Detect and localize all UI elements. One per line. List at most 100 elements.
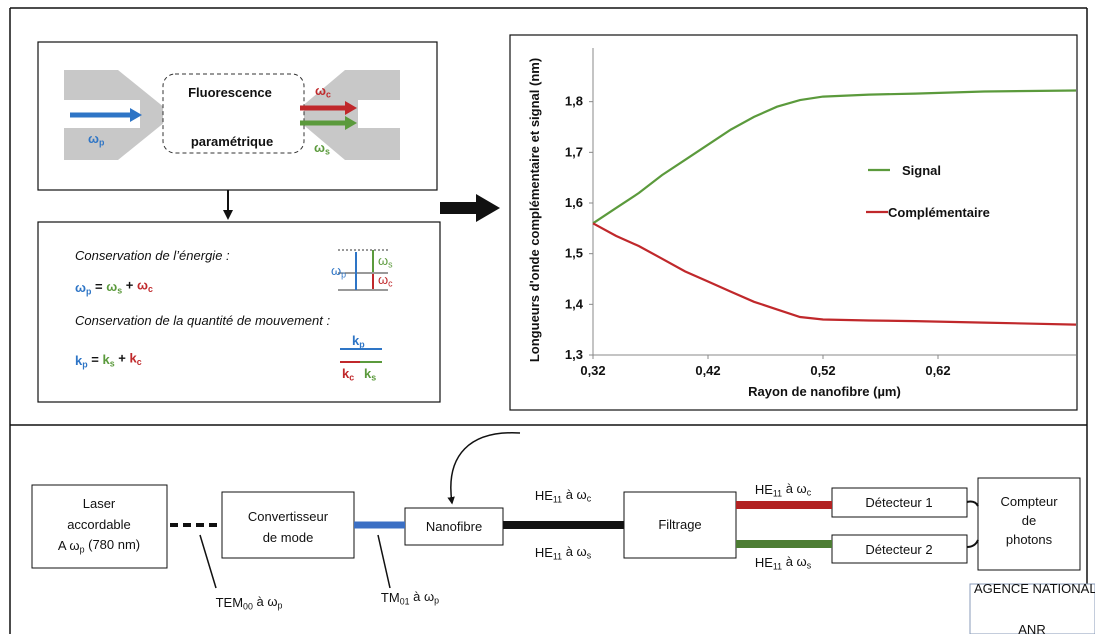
fluo-region: [162, 73, 305, 154]
logo-caption: AGENCE NATIONALE DE LA RECHERCHE: [974, 581, 1095, 596]
subscript: s: [117, 285, 122, 295]
subscript: s: [110, 358, 115, 368]
subscript: p: [277, 600, 282, 610]
signal-label: ωs: [314, 140, 330, 157]
text-part: k: [129, 351, 137, 366]
box: [31, 484, 168, 569]
mode-label: TEM00 à ωp: [216, 594, 283, 612]
text-part: ω: [315, 83, 326, 98]
box-label: Filtrage: [658, 517, 701, 532]
subscript: 11: [773, 489, 782, 499]
box-label: de: [1022, 513, 1036, 528]
box-label: photons: [1006, 532, 1053, 547]
box-label: accordable: [67, 517, 131, 532]
box: [404, 507, 504, 546]
section-title: Conservation de l’énergie :: [75, 248, 230, 263]
x-tick-label: 0,62: [925, 363, 950, 378]
text-part: ω: [378, 272, 388, 287]
legend-label: Signal: [902, 163, 941, 178]
idler-arrow: [345, 101, 357, 115]
subscript: s: [388, 260, 393, 270]
pointer: [199, 534, 217, 589]
text-part: à ω: [562, 487, 587, 502]
y-tick-label: 1,5: [565, 246, 583, 261]
box-label: Compteur: [1000, 494, 1058, 509]
equation: kp = ks + kc: [75, 351, 142, 370]
logo-name: ANR: [1018, 622, 1045, 634]
subscript: c: [326, 90, 331, 100]
vector-label: kc: [342, 366, 354, 383]
subscript: c: [807, 487, 812, 497]
vector-label: kp: [352, 333, 365, 350]
subscript: 00: [243, 602, 253, 612]
equation: ωp = ωs + ωc: [75, 278, 153, 297]
box: [831, 534, 968, 564]
subscript: p: [359, 340, 365, 350]
vector-label: ks: [364, 366, 376, 383]
text-part: ω: [314, 140, 325, 155]
box-label: Nanofibre: [426, 519, 482, 534]
box-label: A ωp (780 nm): [58, 537, 140, 555]
box: [221, 491, 355, 559]
y-tick-label: 1,8: [565, 94, 583, 109]
text-part: k: [352, 333, 360, 348]
subscript: c: [388, 279, 393, 289]
text-part: HE: [755, 555, 773, 570]
text-part: =: [91, 279, 106, 294]
y-tick-label: 1,3: [565, 347, 583, 362]
box-label: de mode: [263, 530, 314, 545]
subscript: s: [587, 550, 592, 560]
subscript: p: [99, 138, 105, 148]
subscript: c: [148, 284, 153, 294]
text-part: A ω: [58, 538, 80, 553]
subscript: p: [86, 287, 92, 297]
text-part: à ω: [410, 589, 435, 604]
chart-box: [509, 34, 1078, 411]
big-arrow: [440, 194, 500, 222]
subscript: p: [341, 270, 346, 280]
subscript: s: [371, 373, 376, 383]
text-part: HE: [535, 545, 553, 560]
text-part: TEM: [216, 595, 243, 610]
subscript: p: [434, 595, 439, 605]
x-tick-label: 0,32: [580, 363, 605, 378]
box: [831, 487, 968, 518]
text-part: k: [75, 353, 83, 368]
y-axis-title: Longueurs d'onde complémentaire et signa…: [527, 58, 542, 362]
text-part: à ω: [782, 481, 807, 496]
subscript: c: [587, 493, 592, 503]
subscript: s: [807, 560, 812, 570]
text-part: (780 nm): [85, 537, 141, 552]
legend-label: Complémentaire: [888, 205, 990, 220]
subscript: 01: [400, 597, 410, 607]
text-part: ω: [88, 131, 99, 146]
subscript: s: [325, 147, 330, 157]
mode-label: TM01 à ωp: [381, 589, 439, 607]
text-part: à ω: [562, 544, 587, 559]
text-part: ω: [106, 279, 117, 294]
fibre-label: HE11 à ωc: [535, 487, 592, 505]
text-part: HE: [535, 488, 553, 503]
subscript: 11: [553, 495, 562, 505]
pump-label: ωp: [88, 131, 105, 148]
text-part: k: [102, 352, 110, 367]
subscript: 11: [553, 552, 562, 562]
level-label: ωc: [378, 272, 393, 289]
text-part: +: [122, 278, 137, 293]
fibre-label: HE11 à ωs: [535, 544, 592, 562]
subscript: c: [349, 373, 354, 383]
text-part: à ω: [782, 554, 807, 569]
fibre-label: HE11 à ωc: [755, 481, 812, 499]
text-part: TM: [381, 590, 400, 605]
idler-label: ωc: [315, 83, 331, 100]
fluo-label: paramétrique: [191, 134, 273, 149]
box: [977, 477, 1081, 571]
x-tick-label: 0,42: [695, 363, 720, 378]
text-part: à ω: [253, 594, 278, 609]
pointer: [377, 534, 391, 589]
text-part: ω: [378, 253, 388, 268]
level-label: ωs: [378, 253, 393, 270]
x-tick-label: 0,52: [810, 363, 835, 378]
text-part: =: [88, 352, 103, 367]
